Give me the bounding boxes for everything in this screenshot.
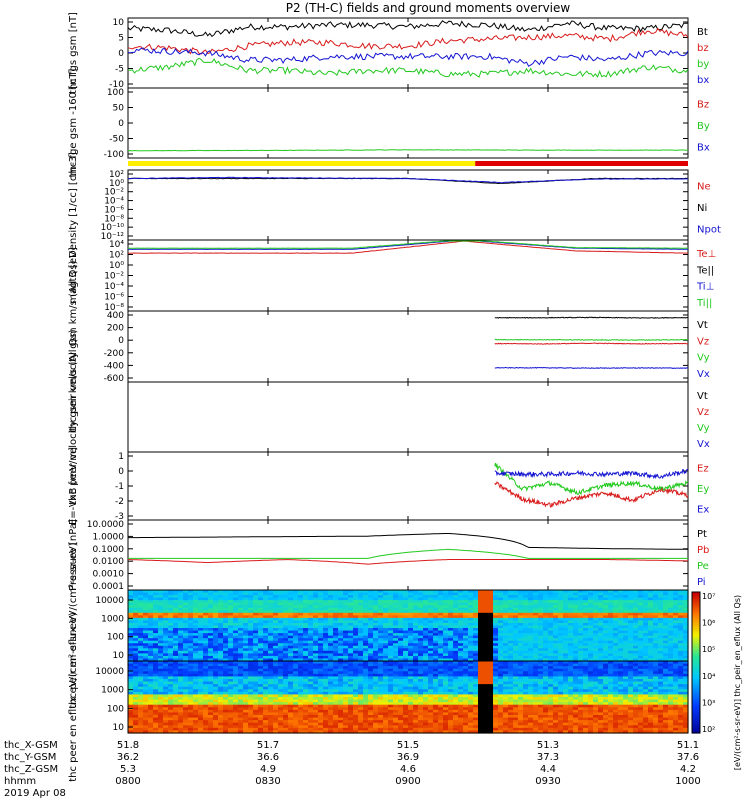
- y-tick-label: -400: [104, 361, 125, 371]
- legend-entry: Vx: [697, 369, 710, 380]
- legend-entry: Ez: [697, 463, 709, 474]
- panel-frame: [128, 240, 688, 311]
- y-tick-label: 10000: [95, 596, 124, 606]
- y-tick-label: 10.0000: [87, 520, 124, 530]
- series-ex-line: [495, 469, 688, 478]
- legend-entry: Vz: [697, 407, 709, 418]
- y-tick-label: 100: [107, 88, 124, 98]
- y-tick-label: 400: [107, 311, 124, 321]
- y-tick-label: 50: [113, 104, 125, 114]
- series-by-line: [128, 150, 688, 151]
- series-pb-line: [128, 560, 688, 565]
- series-ez-line: [495, 482, 688, 507]
- legend-entry: Pb: [697, 545, 709, 556]
- y-tick-label: 10⁻⁴: [104, 282, 124, 292]
- panel-ylabel: Density [1/cc] [cm-3]: [68, 152, 79, 258]
- series-vz-line: [495, 343, 688, 344]
- series-bt-line: [128, 21, 688, 37]
- panel-pressure: Pressure [nPa]10.00001.00000.10000.01000…: [68, 519, 709, 592]
- legend-entry: Pe: [697, 561, 709, 572]
- legend-entry: Ey: [697, 484, 709, 495]
- y-tick-label: 200: [107, 324, 124, 334]
- legend-entry: Vz: [697, 336, 709, 347]
- legend-entry: Vy: [697, 423, 710, 434]
- y-tick-label: -5: [115, 65, 124, 75]
- y-tick-label: 0.0001: [93, 582, 125, 592]
- legend-entry: Pt: [697, 529, 707, 540]
- series-vt-line: [495, 317, 688, 318]
- y-tick-label: 0.0100: [93, 557, 125, 567]
- legend-entry: Vx: [697, 439, 710, 450]
- legend-entry: Ex: [697, 505, 709, 516]
- legend-entry: Npot: [697, 224, 721, 235]
- legend-entry: Te||: [696, 265, 714, 276]
- legend-entry: Pi: [697, 577, 706, 588]
- series-vy-line: [495, 339, 688, 340]
- legend-entry: Ne: [697, 182, 711, 193]
- series-bz-line: [128, 29, 688, 55]
- y-tick-label: -2: [115, 497, 124, 507]
- series-pe-line: [128, 549, 688, 558]
- series-pt-line: [128, 534, 688, 550]
- panel-peer_velocity: thc peer velocity gsm km/s (All Qs)VtVzV…: [68, 329, 710, 504]
- y-tick-label: 0.0010: [93, 570, 125, 580]
- y-tick-label: 10⁻²: [104, 272, 124, 282]
- y-tick-label: 0: [118, 467, 124, 477]
- legend-entry: Ti⊥: [696, 282, 714, 293]
- panel-frame: [128, 520, 688, 590]
- legend-entry: Bt: [697, 27, 708, 38]
- panel-frame: [128, 452, 688, 520]
- legend-entry: Ni: [697, 203, 707, 214]
- y-tick-label: 10: [113, 18, 125, 28]
- legend-entry: Ti||: [696, 298, 712, 309]
- chart-title: P2 (TH-C) fields and ground moments over…: [286, 1, 571, 15]
- legend-entry: Te⊥: [696, 249, 716, 260]
- series-bx-line: [128, 48, 688, 66]
- legend-entry: Bx: [697, 142, 710, 153]
- legend-entry: By: [697, 121, 710, 132]
- y-tick-label: 10⁻⁶: [104, 293, 124, 303]
- legend-entry: bx: [697, 75, 709, 86]
- y-tick-label: -600: [104, 374, 125, 384]
- legend-entry: by: [697, 59, 709, 70]
- panel-frame: [128, 311, 688, 382]
- panel-ylabel: E=-VxB [mV/m]: [68, 447, 79, 525]
- y-tick-label: 10⁴: [109, 240, 124, 250]
- y-tick-label: -50: [109, 135, 124, 145]
- y-tick-label: 10⁰: [109, 261, 124, 271]
- y-tick-label: 0: [118, 119, 124, 129]
- panel-frame: [128, 88, 688, 158]
- y-tick-label: 5: [118, 34, 124, 44]
- legend-entry: Vt: [697, 320, 708, 331]
- y-tick-label: 1.0000: [93, 532, 125, 542]
- y-tick-label: 100: [107, 633, 124, 643]
- legend-entry: Bz: [697, 100, 709, 111]
- y-tick-label: 1000: [101, 614, 124, 624]
- y-tick-label: 10: [113, 651, 125, 661]
- legend-entry: bz: [697, 43, 709, 54]
- panel-frame: [128, 18, 688, 88]
- panel-density: Density [1/cc] [cm-3]10²10⁰10⁻²10⁻⁴10⁻⁶1…: [68, 152, 721, 258]
- panel-frame: [128, 382, 688, 452]
- y-tick-label: 0.1000: [93, 545, 125, 555]
- y-tick-label: 0: [118, 49, 124, 59]
- y-tick-label: 0: [118, 336, 124, 346]
- y-tick-label: -1: [115, 482, 124, 492]
- panel-temperature: magt3 [eV]10⁴10²10⁰10⁻²10⁻⁴10⁻⁶10⁻⁸Te⊥Te…: [68, 240, 716, 313]
- panel-peir_velocity: thc peir velocity gsm km/s (All Qs)40020…: [68, 260, 710, 432]
- legend-entry: Vy: [697, 353, 710, 364]
- legend-entry: Vt: [697, 391, 708, 402]
- y-tick-label: -200: [104, 349, 125, 359]
- series-vx-line: [495, 368, 688, 369]
- panel-ylabel: thc peer en eflux eV/(cm²-s-sr-eV): [68, 612, 79, 782]
- y-tick-label: -100: [104, 150, 125, 160]
- y-tick-label: 1: [118, 452, 124, 462]
- y-tick-label: 10²: [109, 251, 124, 261]
- panel-frame: [128, 170, 688, 240]
